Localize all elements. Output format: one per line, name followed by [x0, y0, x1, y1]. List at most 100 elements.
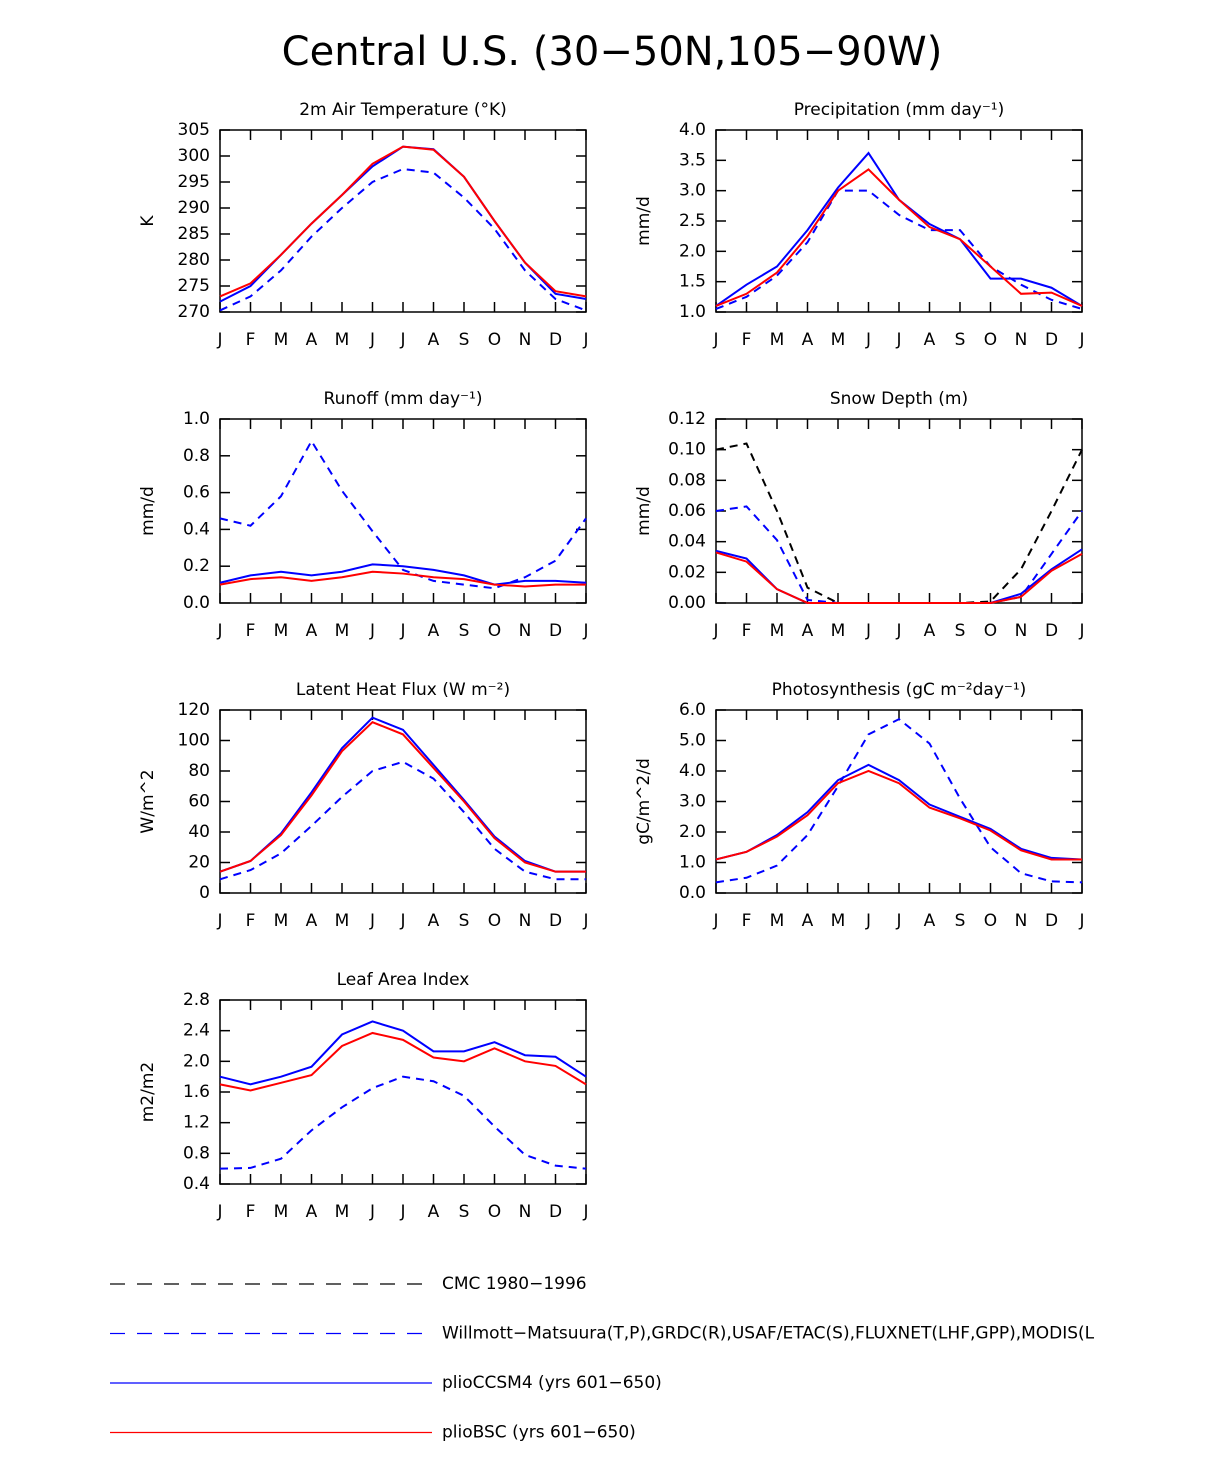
- y-tick-label: 0.2: [183, 556, 210, 576]
- series-line: [715, 551, 1083, 604]
- y-tick-label: 2.5: [679, 211, 706, 231]
- x-tick-label: A: [802, 911, 814, 931]
- y-tick-label: 1.0: [679, 302, 706, 322]
- y-tick-label: 6.0: [679, 700, 706, 720]
- x-tick-label: F: [742, 621, 752, 641]
- x-tick-label: N: [519, 911, 532, 931]
- x-tick-label: J: [865, 330, 871, 350]
- y-tick-label: 270: [178, 302, 210, 322]
- y-axis-label: m2/m2: [138, 1062, 158, 1122]
- x-tick-label: M: [274, 911, 289, 931]
- plot-frame: [219, 709, 587, 894]
- x-tick-label: M: [335, 911, 350, 931]
- x-tick-label: J: [895, 911, 901, 931]
- x-tick-label: N: [1015, 621, 1028, 641]
- x-tick-label: A: [924, 621, 936, 641]
- x-tick-label: A: [428, 621, 440, 641]
- x-tick-label: A: [306, 330, 318, 350]
- series-line: [219, 1075, 587, 1170]
- legend-label: Willmott−Matsuura(T,P),GRDC(R),USAF/ETAC…: [442, 1324, 1095, 1344]
- y-tick-label: 0.04: [668, 532, 706, 552]
- x-tick-label: F: [742, 330, 752, 350]
- x-tick-label: D: [549, 911, 562, 931]
- x-tick-label: J: [399, 330, 405, 350]
- x-tick-label: F: [246, 911, 256, 931]
- y-tick-label: 100: [178, 731, 210, 751]
- x-tick-label: S: [459, 911, 470, 931]
- x-tick-label: F: [246, 1202, 256, 1222]
- plot-frame: [715, 418, 1083, 604]
- plot-frame: [715, 709, 1083, 894]
- y-tick-label: 2.8: [183, 990, 210, 1010]
- x-tick-label: J: [582, 330, 588, 350]
- x-tick-label: J: [865, 911, 871, 931]
- x-tick-label: A: [306, 1202, 318, 1222]
- x-tick-label: O: [488, 1202, 501, 1222]
- y-axis-label: gC/m^2/d: [634, 758, 654, 845]
- x-tick-label: N: [1015, 330, 1028, 350]
- x-tick-label: A: [802, 621, 814, 641]
- y-tick-label: 295: [178, 172, 210, 192]
- x-tick-label: J: [1078, 621, 1084, 641]
- y-tick-label: 60: [188, 792, 210, 812]
- x-tick-label: M: [831, 330, 846, 350]
- series-line: [715, 189, 1083, 310]
- x-tick-label: S: [955, 330, 966, 350]
- x-tick-label: S: [955, 911, 966, 931]
- x-tick-label: M: [335, 330, 350, 350]
- series-line: [219, 145, 587, 303]
- y-tick-label: 0.6: [183, 483, 210, 503]
- y-tick-label: 275: [178, 276, 210, 296]
- y-tick-label: 3.0: [679, 181, 706, 201]
- x-tick-label: J: [712, 621, 718, 641]
- panel-title: Latent Heat Flux (W m⁻²): [296, 680, 510, 700]
- x-tick-label: N: [519, 330, 532, 350]
- x-tick-label: O: [984, 911, 997, 931]
- y-tick-label: 280: [178, 250, 210, 270]
- x-tick-label: O: [488, 330, 501, 350]
- y-tick-label: 0.4: [183, 519, 210, 539]
- x-tick-label: M: [335, 621, 350, 641]
- x-tick-label: J: [369, 1202, 375, 1222]
- x-tick-label: J: [369, 330, 375, 350]
- series-line: [715, 151, 1083, 307]
- x-tick-label: M: [274, 621, 289, 641]
- x-tick-label: J: [216, 1202, 222, 1222]
- y-tick-label: 0.06: [668, 501, 706, 521]
- x-tick-label: J: [582, 1202, 588, 1222]
- y-axis-label: mm/d: [634, 196, 654, 246]
- x-tick-label: S: [459, 330, 470, 350]
- series-line: [219, 760, 586, 881]
- plot-frame: [715, 129, 1083, 313]
- x-tick-label: M: [770, 911, 785, 931]
- legend-label: plioBSC (yrs 601−650): [442, 1423, 636, 1443]
- y-tick-label: 0.0: [183, 593, 210, 613]
- y-axis-label: mm/d: [138, 486, 158, 536]
- x-tick-label: A: [924, 911, 936, 931]
- x-tick-label: S: [955, 621, 966, 641]
- x-tick-label: J: [216, 621, 222, 641]
- y-tick-label: 120: [178, 700, 210, 720]
- y-tick-label: 285: [178, 224, 210, 244]
- x-tick-label: A: [428, 330, 440, 350]
- y-tick-label: 1.5: [679, 272, 706, 292]
- plot-frame: [219, 129, 587, 313]
- x-tick-label: O: [488, 621, 501, 641]
- y-axis-label: mm/d: [634, 486, 654, 536]
- y-axis-label: K: [138, 215, 158, 227]
- x-tick-label: J: [1078, 330, 1084, 350]
- legend-label: plioCCSM4 (yrs 601−650): [442, 1373, 662, 1393]
- legend-label: CMC 1980−1996: [442, 1274, 587, 1294]
- x-tick-label: O: [984, 621, 997, 641]
- x-tick-label: D: [549, 1202, 562, 1222]
- x-tick-label: D: [549, 330, 562, 350]
- y-tick-label: 305: [178, 120, 210, 140]
- x-tick-label: J: [895, 621, 901, 641]
- y-tick-label: 0.4: [183, 1174, 210, 1194]
- series-line: [219, 167, 587, 312]
- x-tick-label: A: [428, 911, 440, 931]
- x-tick-label: J: [582, 911, 588, 931]
- series-line: [715, 442, 1083, 604]
- y-tick-label: 0.12: [668, 409, 706, 429]
